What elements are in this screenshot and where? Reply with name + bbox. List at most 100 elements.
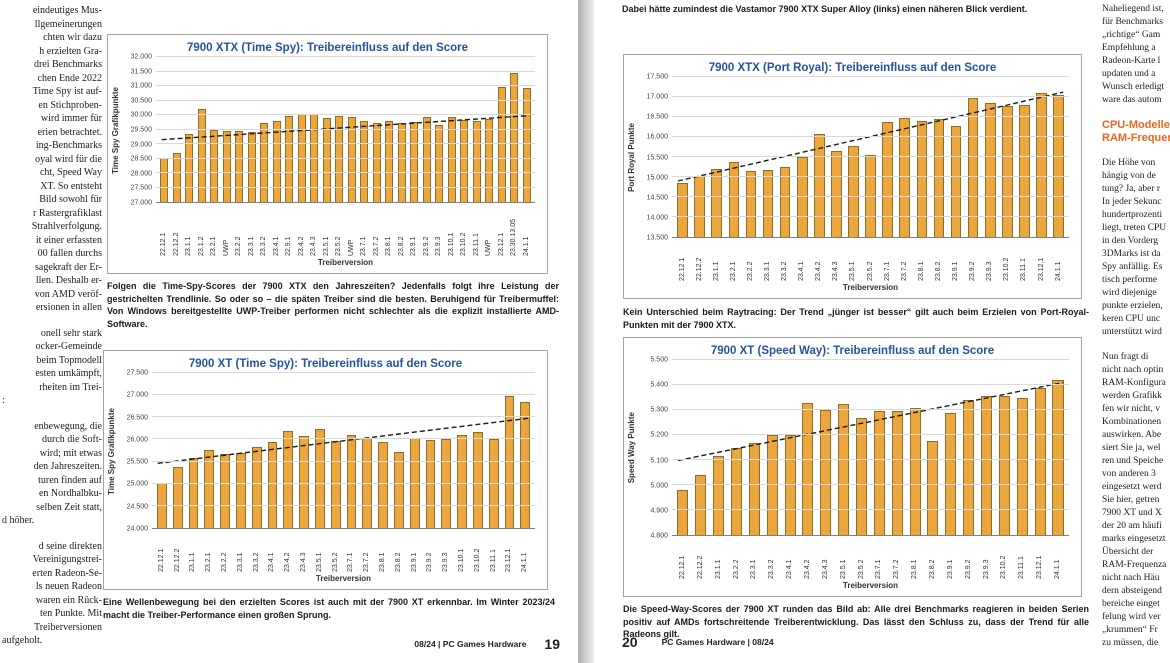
- text-line: Treiberversionen: [34, 621, 102, 633]
- bar: [882, 121, 893, 237]
- y-tick-label: 26.000: [126, 436, 148, 444]
- bar: [1002, 106, 1013, 237]
- bar: [235, 453, 246, 528]
- y-tick-label: 14.000: [646, 214, 668, 222]
- x-tick-label: 23.3.1: [236, 552, 244, 572]
- y-axis-title: Speed Way Punkte: [626, 412, 636, 484]
- text-line: d höher.: [2, 515, 35, 526]
- x-tick-label: 23.30.13.05: [510, 219, 518, 256]
- bar: [488, 439, 499, 528]
- page-footer-right: 20 PC Games Hardware | 08/24: [622, 634, 774, 650]
- text-line: sagekraft der Er-: [35, 261, 102, 273]
- x-tick-label: 23.9.2: [969, 261, 977, 281]
- plot-area: [156, 56, 535, 203]
- left-text-column: eindeutiges Mus-llgemeinerungen chten wir…: [2, 4, 102, 660]
- bar: [522, 88, 531, 202]
- bar: [695, 475, 707, 535]
- chart-title: 7900 XTX (Port Royal): Treibereinfluss a…: [708, 62, 997, 74]
- x-tick-label: 23.12.1: [505, 548, 513, 572]
- x-axis-title: Treiberversion: [842, 283, 899, 292]
- x-tick-label: 23.8.2: [928, 559, 936, 579]
- gridline: [152, 482, 535, 484]
- x-tick-label: 23.3.1: [247, 236, 255, 256]
- text-line: für Benchmarks: [1102, 17, 1163, 27]
- text-line: wird immer für: [40, 113, 102, 124]
- text-line: wird diejenige: [1102, 288, 1157, 298]
- bar: [694, 175, 705, 237]
- text-line: Sie hier, getren: [1102, 495, 1160, 505]
- text-line: unterstützt wird: [1102, 327, 1162, 337]
- bar: [855, 418, 868, 535]
- text-line: :: [2, 395, 5, 406]
- page-gutter-divider: [578, 0, 594, 663]
- top-caption: Dabei hätte zumindest die Vastamor 7900 …: [622, 4, 1028, 14]
- x-tick-label: 23.8.2: [397, 236, 405, 256]
- chart-title: 7900 XTX (Time Spy): Treibereinfluss auf…: [187, 42, 468, 54]
- text-line: RAM-Frequenza: [1102, 560, 1167, 570]
- text-line: en Nordhalbku-: [38, 488, 102, 499]
- bar: [1016, 397, 1028, 535]
- y-tick-label: 29.500: [130, 126, 152, 134]
- bar: [510, 72, 519, 202]
- page-number: 20: [622, 634, 638, 650]
- text-line: 7900 XT und X: [1102, 508, 1162, 518]
- text-line: Bild sowohl für: [39, 194, 102, 205]
- x-tick-label: 23.9.1: [410, 236, 418, 256]
- bar: [283, 431, 294, 528]
- bar: [385, 121, 394, 202]
- bar: [435, 125, 444, 202]
- text-line: r Rastergrafiklast: [33, 207, 102, 219]
- x-tick-label: 23.11.1: [472, 233, 480, 256]
- gridline: [152, 438, 535, 440]
- x-axis-labels: 22.12.1 22.12.2 23.1.1 23.2.1 23.2.2 23.3.1 23…: [152, 532, 535, 572]
- x-tick-label: 23.7.2: [900, 261, 908, 281]
- x-tick-label: 23.7.1: [875, 559, 883, 579]
- y-tick-label: 28.500: [130, 155, 152, 163]
- y-axis-title: Port Royal Punkte: [626, 123, 636, 192]
- gridline: [152, 372, 535, 373]
- gridline: [152, 416, 535, 418]
- bar: [441, 439, 452, 528]
- text-line: llen. Deshalb er-: [35, 275, 102, 286]
- x-tick-label: 22.9.1: [285, 236, 293, 256]
- x-tick-label: 23.12.1: [1036, 555, 1044, 579]
- x-tick-label: 23.8.1: [911, 559, 919, 579]
- x-tick-label: 22.12.2: [696, 555, 704, 579]
- bar: [204, 450, 215, 528]
- x-tick-label: 23.3.1: [750, 559, 758, 579]
- text-line: erten Radeon-Se-: [32, 567, 102, 579]
- y-axis-tick-labels: 4.800 4.900 5.000 5.100 5.200 5.300 5.400 5.500: [638, 357, 672, 540]
- text-line: XT. So entsteht: [40, 180, 102, 192]
- x-tick-label: 23.9.1: [946, 559, 954, 579]
- y-tick-label: 27.500: [126, 369, 148, 377]
- y-tick-label: 24.500: [126, 503, 148, 511]
- gridline: [152, 394, 535, 396]
- x-tick-label: 22.12.1: [678, 257, 686, 281]
- bar: [197, 109, 206, 202]
- x-tick-label: 22.12.2: [172, 232, 180, 256]
- y-tick-label: 28.000: [130, 170, 152, 178]
- bar: [950, 125, 962, 237]
- text-line: Spy anfällig. Es: [1102, 262, 1163, 272]
- bar: [1052, 379, 1064, 535]
- text-line: „richtige“ Gam: [1102, 30, 1161, 40]
- x-tick-label: 22.12.1: [678, 555, 686, 579]
- text-line: hängig von de: [1102, 171, 1156, 181]
- bar: [766, 435, 778, 535]
- x-tick-label: 23.11.1: [1020, 258, 1028, 281]
- text-line: „krummen“ Fr: [1102, 625, 1158, 635]
- x-tick-label: 23.5.2: [331, 552, 339, 572]
- gridline: [672, 509, 1069, 510]
- chart-7900xtx-timespy: 7900 XTX (Time Spy): Treibereinfluss auf…: [107, 34, 548, 274]
- text-line: it einer erfassten: [35, 234, 102, 246]
- text-line: d seine direkten: [38, 540, 102, 552]
- x-tick-label: 23.1.1: [185, 236, 193, 256]
- text-line: ing-Benchmarks: [35, 140, 102, 151]
- bar: [185, 134, 194, 202]
- bar: [393, 452, 404, 528]
- gridline: [156, 172, 535, 173]
- y-tick-label: 4.900: [650, 507, 668, 515]
- x-tick-label: 23.4.2: [284, 552, 292, 572]
- bar: [711, 168, 723, 237]
- bar: [422, 117, 431, 202]
